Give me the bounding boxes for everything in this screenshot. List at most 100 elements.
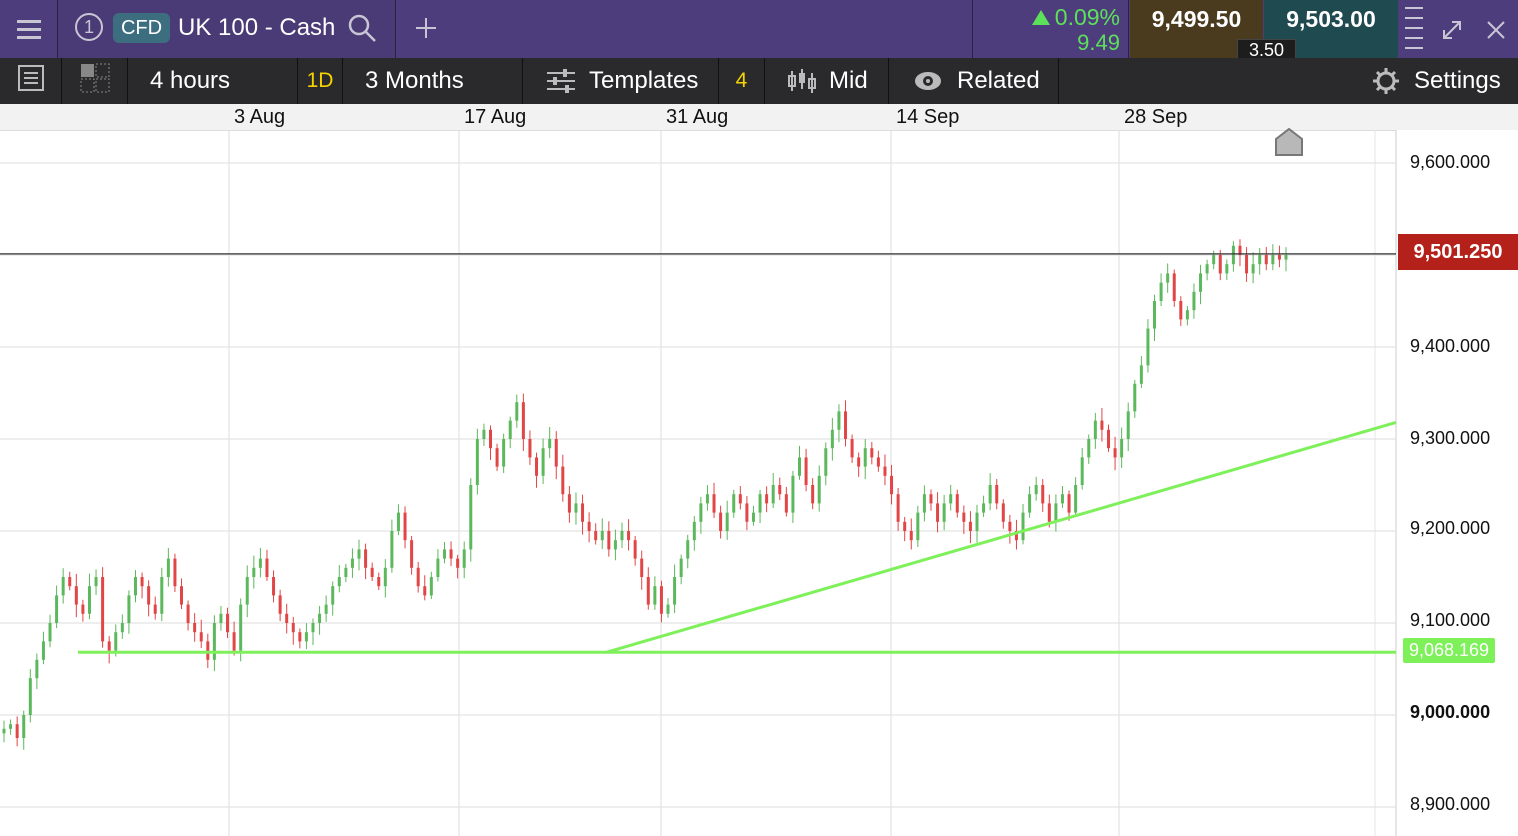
close-icon[interactable] xyxy=(1482,16,1510,44)
candle-body xyxy=(81,604,85,614)
y-tick-label: 8,900.000 xyxy=(1410,794,1491,814)
candle-body xyxy=(679,558,683,577)
candle-body xyxy=(1238,245,1242,255)
candle-body xyxy=(712,494,716,513)
search-icon[interactable] xyxy=(346,12,378,44)
indicator-count-badge[interactable]: 4 xyxy=(719,58,765,104)
candle-body xyxy=(903,521,907,531)
sell-price-button[interactable]: 9,499.50 xyxy=(1130,0,1263,58)
expand-icon[interactable] xyxy=(1438,16,1466,44)
candle-body xyxy=(22,715,26,738)
candle-body xyxy=(94,577,98,587)
candle-body xyxy=(1001,503,1005,522)
candle-body xyxy=(909,531,913,541)
candle-body xyxy=(922,494,926,513)
candle-body xyxy=(285,613,289,623)
candle-body xyxy=(751,512,755,522)
candle-body xyxy=(9,724,13,729)
change-points: 9.49 xyxy=(1077,30,1120,55)
candle-body xyxy=(298,632,302,642)
settings-button[interactable]: Settings xyxy=(1360,58,1518,104)
candlestick-series xyxy=(2,239,1288,750)
candle-body xyxy=(594,531,598,541)
candle-body xyxy=(87,586,91,614)
candle-body xyxy=(535,457,539,476)
related-button[interactable]: Related xyxy=(889,58,1059,104)
candle-body xyxy=(370,567,374,577)
candle-body xyxy=(74,586,78,605)
gear-icon xyxy=(1372,67,1400,95)
candle-body xyxy=(1271,255,1275,265)
candle-body xyxy=(15,724,19,738)
candle-body xyxy=(304,632,308,642)
candle-body xyxy=(1021,512,1025,541)
candle-body xyxy=(1284,255,1288,260)
chart-grid xyxy=(0,130,1518,836)
templates-button[interactable]: Templates xyxy=(523,58,719,104)
candle-body xyxy=(758,494,762,513)
candle-body xyxy=(554,439,558,467)
y-tick-label: 9,400.000 xyxy=(1410,336,1491,356)
range-selector[interactable]: 3 Months xyxy=(343,58,523,104)
candle-body xyxy=(1218,255,1222,274)
trend-line xyxy=(605,420,1397,654)
candle-body xyxy=(508,420,512,439)
candle-body xyxy=(949,494,953,504)
quick-period-button[interactable]: 1D xyxy=(298,58,343,104)
instrument-selector[interactable]: 1 CFD UK 100 - Cash xyxy=(58,0,396,58)
candle-body xyxy=(173,558,177,587)
candle-body xyxy=(804,457,808,485)
sell-price: 9,499.50 xyxy=(1151,6,1242,32)
candle-body xyxy=(502,439,506,467)
candle-body xyxy=(1153,301,1157,329)
candle-body xyxy=(1047,503,1051,522)
candle-body xyxy=(988,485,992,504)
candle-body xyxy=(811,485,815,504)
candle-body xyxy=(863,448,867,467)
candle-body xyxy=(495,448,499,467)
price-chart[interactable] xyxy=(0,130,1518,836)
candle-body xyxy=(245,577,249,605)
candle-body xyxy=(28,678,32,715)
plus-icon[interactable] xyxy=(412,14,440,42)
candle-body xyxy=(206,641,210,660)
y-tick-label: 9,000.000 xyxy=(1410,702,1491,722)
x-tick-label: 31 Aug xyxy=(666,106,729,128)
price-type-selector[interactable]: Mid xyxy=(765,58,889,104)
candle-body xyxy=(318,613,322,623)
x-tick-label: 3 Aug xyxy=(234,106,286,128)
candle-body xyxy=(870,448,874,458)
instrument-type-badge: CFD xyxy=(113,13,170,43)
candle-body xyxy=(1205,264,1209,274)
x-axis-bar xyxy=(0,104,1518,131)
candle-body xyxy=(278,595,282,614)
candle-body xyxy=(791,475,795,513)
candle-body xyxy=(883,466,887,476)
candle-body xyxy=(1146,328,1150,366)
candle-body xyxy=(212,623,216,660)
current-price-tag: 9,501.250 xyxy=(1398,234,1518,270)
layout-button[interactable] xyxy=(62,58,128,104)
home-icon[interactable] xyxy=(1274,127,1304,157)
chart-list-button[interactable] xyxy=(0,58,62,104)
candle-body xyxy=(2,728,6,734)
panel-number-badge[interactable]: 1 xyxy=(75,13,103,41)
candle-body xyxy=(475,439,479,485)
hamburger-menu-icon[interactable] xyxy=(14,16,44,42)
candle-body xyxy=(114,632,118,651)
drag-handle-icon[interactable] xyxy=(1402,4,1426,54)
candle-body xyxy=(620,531,624,541)
chart-overlays xyxy=(0,253,1397,654)
candle-body xyxy=(1212,255,1216,265)
candle-body xyxy=(331,586,335,605)
timeframe-selector[interactable]: 4 hours xyxy=(128,58,298,104)
candle-body xyxy=(1225,264,1229,274)
candle-body xyxy=(1192,291,1196,311)
support-level-tag[interactable]: 9,068.169 xyxy=(1403,638,1495,663)
candle-body xyxy=(311,623,315,633)
candle-body xyxy=(186,604,190,623)
candle-body xyxy=(226,613,230,633)
candle-body xyxy=(968,521,972,531)
instrument-name[interactable]: UK 100 - Cash xyxy=(178,14,336,41)
candle-body xyxy=(613,540,617,550)
